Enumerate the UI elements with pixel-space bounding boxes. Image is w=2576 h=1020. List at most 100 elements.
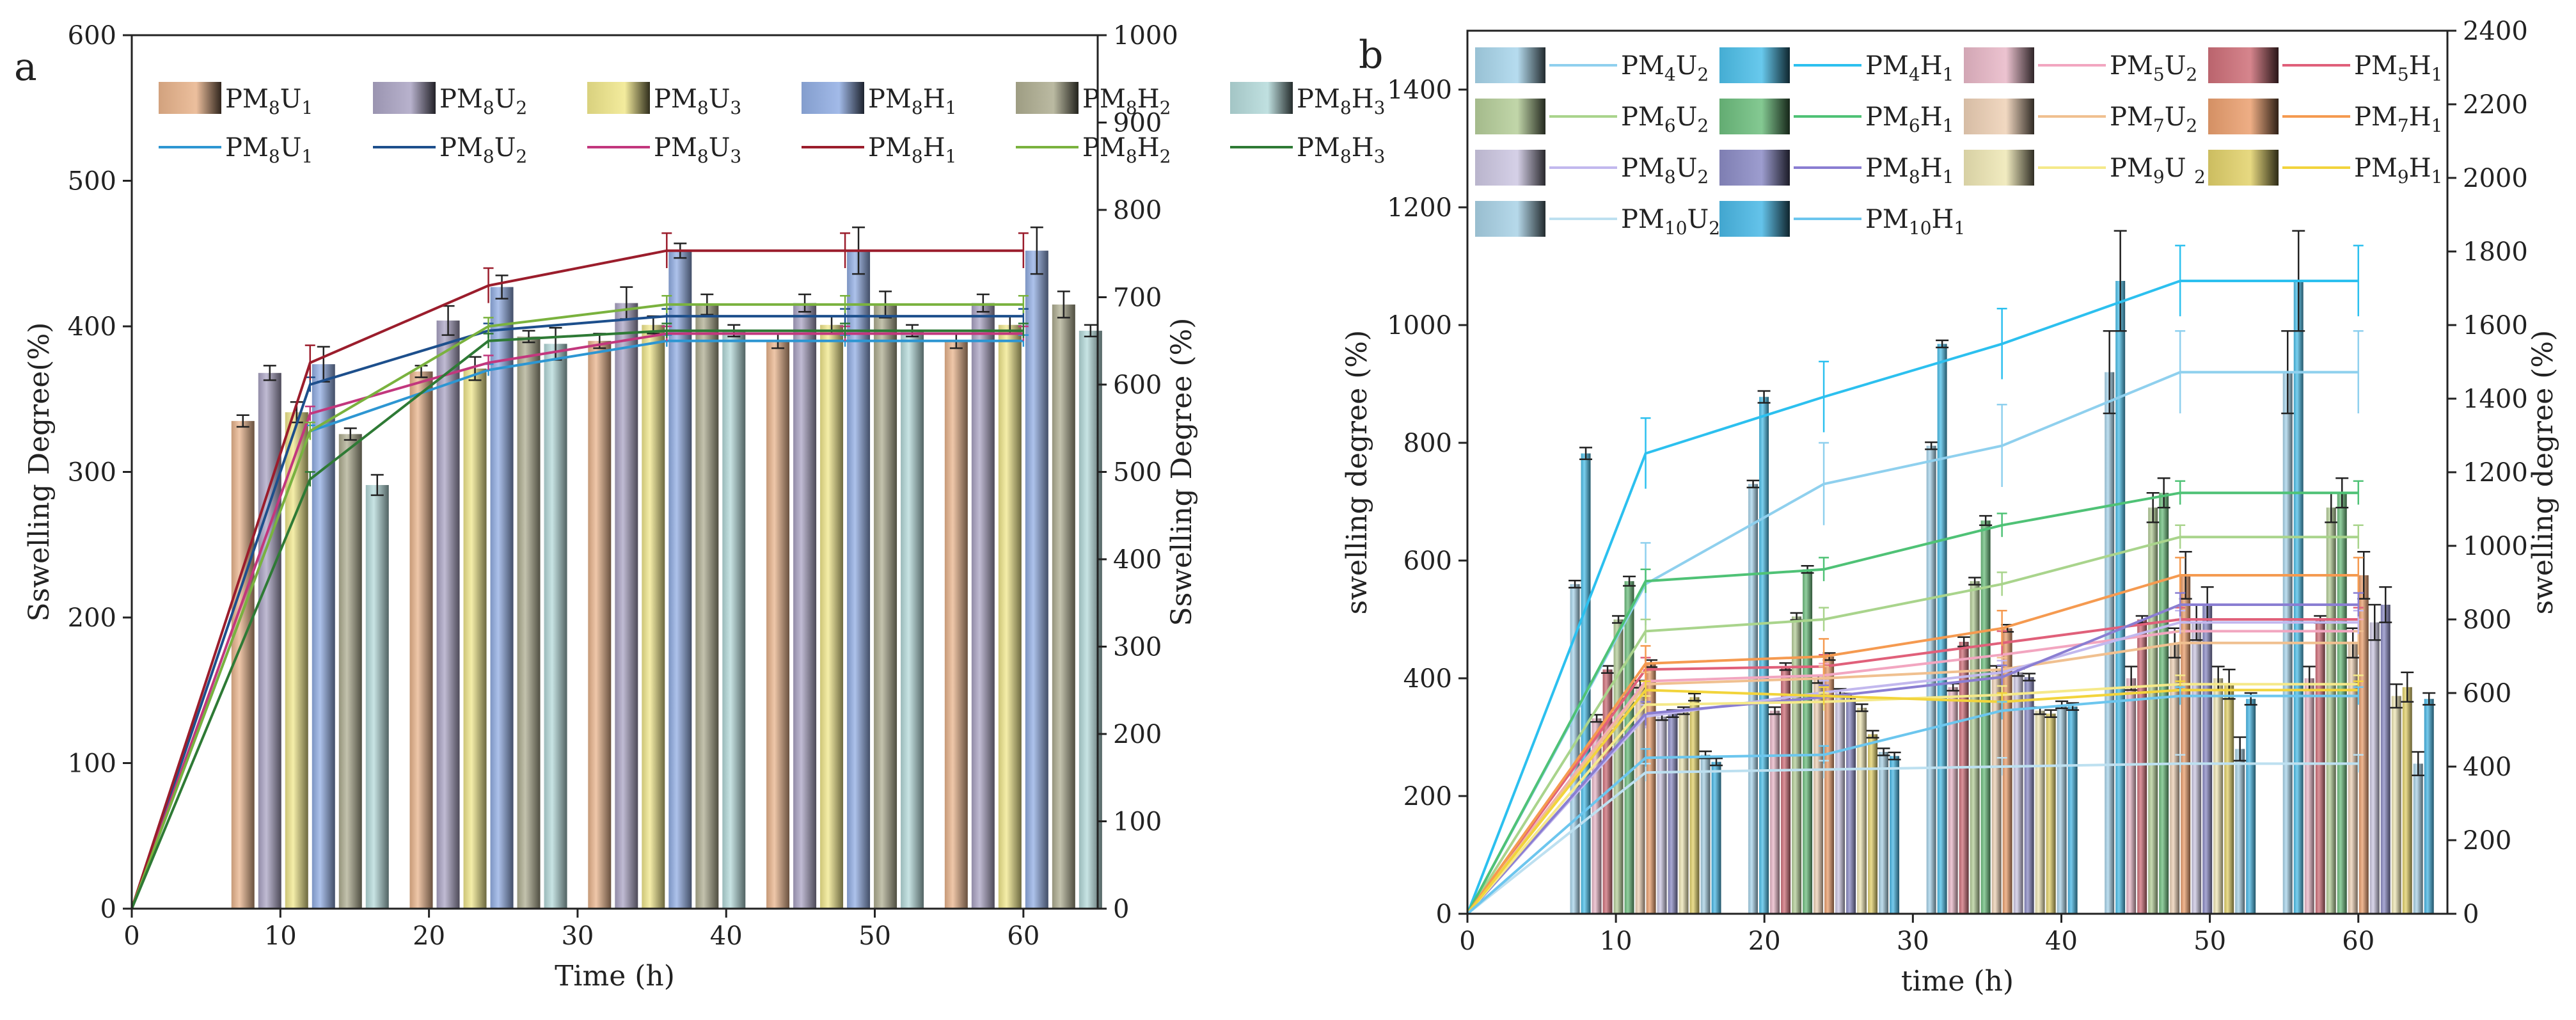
y-left-tick-label: 0 (1436, 900, 1452, 929)
legend-bar-swatch (1964, 99, 2034, 134)
bar (517, 336, 541, 909)
bars-a (231, 227, 1102, 909)
series-line (1466, 574, 2359, 915)
y-left-tick-label: 200 (1403, 782, 1452, 811)
bar (1890, 756, 1900, 914)
x-tick-label: 0 (123, 921, 139, 951)
bar (1624, 581, 1634, 914)
bar (2181, 575, 2191, 914)
legend-bar-swatch (159, 82, 221, 114)
bar (2115, 281, 2126, 914)
bar (1835, 692, 1845, 914)
legend-label: PM7H1 (2354, 102, 2442, 136)
bar (312, 364, 335, 909)
y-left-tick-label: 1200 (1387, 193, 1452, 223)
x-axis: 0 10 20 30 40 50 60 (1459, 914, 2375, 956)
y-right-tick-label: 1200 (2463, 458, 2528, 488)
bar (1679, 710, 1689, 914)
panel-b: 0 10 20 30 40 50 60020040060080010001200140002… (1341, 17, 2559, 998)
bar (365, 484, 389, 909)
series-line (1466, 762, 2359, 915)
bar (1803, 569, 1813, 914)
legend-bar-swatch (2208, 47, 2279, 83)
y-right-tick-label: 1400 (2463, 385, 2528, 414)
y-axis-left: 0 200 400 600 800 1000 1200 1400 (1387, 76, 1467, 929)
legend-bar-swatch (1719, 201, 1790, 237)
bar (2348, 642, 2358, 914)
legend-label: PM10H1 (1865, 205, 1965, 239)
bar (847, 250, 871, 909)
series-line (1466, 603, 2359, 915)
bar (2326, 507, 2336, 914)
bar (2413, 763, 2423, 914)
y-right-tick-label: 200 (1113, 720, 1162, 749)
bar (1868, 734, 1878, 914)
legend-label: PM8U2 (1621, 154, 1709, 187)
x-tick-label: 60 (1007, 921, 1039, 951)
x-tick-label: 40 (2045, 927, 2078, 956)
legend-label: PM6H1 (1865, 102, 1954, 136)
bar (1052, 304, 1075, 909)
bar (1668, 713, 1678, 914)
series-line (1466, 536, 2359, 915)
series-line (130, 249, 1023, 909)
legend-bar-swatch (373, 82, 436, 114)
bar (2246, 699, 2256, 914)
bar (2013, 672, 2023, 914)
y-left-axis-title: Sswelling Degree(%) (23, 323, 56, 622)
legend-bar-label: PM8H3 (1297, 84, 1385, 118)
legend-bar-label: PM8H2 (1082, 84, 1171, 118)
y-right-tick-label: 0 (1113, 895, 1129, 924)
bar (2046, 713, 2056, 914)
panel-letter: a (14, 45, 37, 90)
y-right-tick-label: 0 (2463, 900, 2479, 929)
bar (2315, 619, 2325, 914)
y-left-tick-label: 1400 (1387, 76, 1452, 105)
bars-b (1569, 230, 2436, 914)
bar (1857, 708, 1867, 914)
bar (2170, 642, 2180, 914)
x-tick-label: 30 (561, 921, 594, 951)
series-line (1466, 689, 2359, 915)
x-tick-label: 50 (2193, 927, 2226, 956)
bar (2137, 619, 2147, 914)
bar (695, 304, 719, 909)
bar (2126, 678, 2137, 914)
bar (2035, 710, 2045, 914)
legend-line-label: PM8U2 (439, 133, 527, 167)
x-tick-label: 50 (858, 921, 891, 951)
y-right-tick-label: 600 (2463, 679, 2511, 708)
bar (1879, 752, 1889, 914)
bar (544, 344, 567, 909)
bar (2337, 493, 2347, 914)
legend-label: PM5H1 (2354, 51, 2442, 85)
panel-a: 0 10 20 30 40 50 60010020030040050060001002003… (14, 21, 1385, 992)
legend-label: PM7U2 (2110, 102, 2197, 136)
y-right-tick-label: 400 (1113, 545, 1162, 575)
y-right-tick-label: 1000 (1113, 21, 1178, 51)
bar (1025, 250, 1048, 909)
bar (766, 340, 790, 909)
y-left-tick-label: 300 (68, 458, 116, 488)
legend-a: PM8U1 PM8U2 PM8U3 PM8H1 PM8H2 PM8H3 PM8U1 PM8U2… (159, 82, 1385, 167)
bar (1824, 656, 1835, 914)
bar (1846, 697, 1856, 914)
legend-bar-swatch (1964, 47, 2034, 83)
legend-label: PM8H1 (1865, 154, 1954, 187)
bar (971, 303, 995, 909)
legend-line-label: PM8H3 (1297, 133, 1385, 167)
bar (1711, 761, 1721, 914)
x-axis: 0 10 20 30 40 50 60 (123, 909, 1039, 951)
legend-bar-label: PM8U3 (654, 84, 741, 118)
bar (231, 420, 255, 909)
bar (1689, 697, 1700, 914)
x-tick-label: 60 (2342, 927, 2375, 956)
y-right-tick-label: 600 (1113, 371, 1162, 400)
y-left-tick-label: 600 (1403, 546, 1452, 576)
legend-line-label: PM8H2 (1082, 133, 1171, 167)
legend-line-label: PM8U3 (654, 133, 741, 167)
bar (258, 372, 281, 909)
panel-letter: b (1359, 33, 1383, 77)
x-tick-label: 20 (1748, 927, 1781, 956)
bar (668, 250, 692, 909)
